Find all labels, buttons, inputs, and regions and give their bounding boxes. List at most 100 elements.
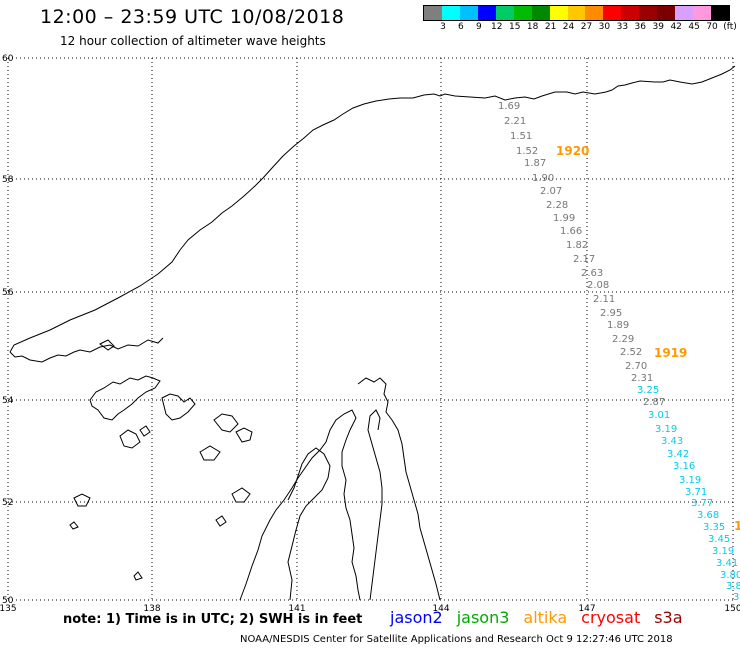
longitude-label: 144: [432, 604, 449, 614]
legend-swatch: [513, 6, 532, 20]
legend-label: 30: [598, 22, 611, 32]
legend-label: 33: [616, 22, 629, 32]
wave-height-value: 2.07: [540, 186, 562, 197]
page-subtitle: 12 hour collection of altimeter wave hei…: [60, 34, 326, 48]
island-cluster-1: [161, 393, 196, 421]
time-label: 1: [734, 519, 740, 533]
legend-label: 70: [706, 22, 718, 32]
wave-height-value: 1.82: [566, 240, 588, 251]
island-cluster-2: [119, 429, 141, 449]
latitude-label: 52: [2, 498, 13, 508]
wave-height-value: 3.42: [667, 449, 689, 460]
time-label: 1919: [654, 346, 687, 360]
legend-swatch: [567, 6, 586, 20]
wave-height-value: 3.19: [679, 475, 701, 486]
legend-label: 12: [491, 22, 503, 32]
legend-label: (ft): [723, 22, 737, 32]
legend-label: 21: [544, 22, 557, 32]
wave-height-value: 2.08: [587, 280, 609, 291]
legend-label: 36: [634, 22, 647, 32]
legend-swatch: [657, 6, 676, 20]
legend-swatch: [693, 6, 711, 20]
wave-height-value: 1.87: [524, 158, 546, 169]
legend-swatch: [711, 6, 729, 20]
mainland-south-coast: [239, 409, 361, 601]
legend-swatch: [495, 6, 514, 20]
legend-swatch: [477, 6, 496, 20]
wave-height-value: 2.31: [631, 373, 653, 384]
wave-height-value: 2.28: [546, 200, 568, 211]
legend-swatch: [424, 6, 442, 20]
island-small-d: [231, 487, 251, 503]
wave-height-value: 3.45: [708, 534, 730, 545]
satellite-label-s3a: s3a: [654, 608, 683, 627]
satellite-label-jason3: jason3: [456, 608, 510, 627]
legend-label: 18: [526, 22, 539, 32]
wave-height-value: 3.41: [716, 558, 738, 569]
legend-swatch: [531, 6, 550, 20]
wave-height-value: 2.11: [593, 294, 615, 305]
island-small-g: [139, 425, 151, 437]
longitude-label: 138: [143, 604, 160, 614]
small-islet-d: [69, 521, 79, 530]
legend-label: 39: [652, 22, 664, 32]
wave-height-value: 1.52: [516, 146, 538, 157]
island-small-e: [73, 493, 91, 507]
island-small-a: [213, 413, 239, 433]
wave-height-value: 3.19: [712, 546, 734, 557]
wave-height-value: 1.66: [560, 226, 582, 237]
wave-height-value: 2.95: [600, 308, 622, 319]
wave-height-value: 3.68: [697, 510, 719, 521]
time-label: 1920: [556, 144, 589, 158]
kamchatka-west: [367, 409, 383, 601]
wave-height-value: 3.19: [655, 424, 677, 435]
legend-label: 42: [670, 22, 682, 32]
island-small-b: [235, 427, 253, 443]
wave-height-value: 2.17: [573, 254, 595, 265]
legend-label: 27: [580, 22, 593, 32]
wave-height-value: 2.52: [620, 347, 642, 358]
longitude-label: 135: [0, 604, 17, 614]
color-scale-legend: [423, 5, 730, 21]
wave-height-value: 1.99: [553, 213, 575, 224]
latitude-label: 58: [2, 175, 14, 185]
small-islet-c: [133, 571, 143, 581]
wave-height-value: 1.90: [532, 173, 554, 184]
wave-height-value: 2.21: [504, 116, 526, 127]
island-small-f: [99, 339, 115, 351]
latitude-label: 50: [2, 596, 14, 606]
legend-label: 45: [688, 22, 700, 32]
wave-height-value: 2.29: [612, 334, 634, 345]
wave-height-value: 2.63: [581, 268, 603, 279]
wave-height-value: 2.87: [643, 397, 665, 408]
color-scale-labels: 3 6 9 12 15 18 21 24 27 30 33 36 39 42 45 70 (ft): [423, 22, 740, 34]
latitude-label: 56: [2, 288, 14, 298]
credit-line: NOAA/NESDIS Center for Satellite Applica…: [240, 634, 673, 645]
legend-swatch: [675, 6, 694, 20]
legend-swatch: [585, 6, 604, 20]
legend-label: 6: [458, 22, 464, 32]
satellite-label-altika: altika: [523, 608, 568, 627]
wave-height-value: 1.69: [498, 101, 520, 112]
peninsula-shore: [89, 375, 161, 421]
legend-swatch: [603, 6, 622, 20]
bay-inner-coast: [287, 447, 331, 601]
latitude-label: 60: [2, 54, 14, 64]
wave-height-value: 3.8: [726, 581, 740, 592]
wave-height-value: 3.35: [703, 522, 725, 533]
wave-height-value: 3.77: [691, 498, 713, 509]
altimeter-track-labels: 1.69 2.21 1.51 1.521.87 1.90 2.07 2.28 1.99 1.66…: [498, 101, 740, 603]
wave-height-value: 3.80: [720, 570, 740, 581]
peninsula-coast-west: [9, 337, 164, 363]
longitude-label: 141: [288, 604, 305, 614]
legend-label: 24: [562, 22, 575, 32]
wave-height-value: 3.01: [648, 410, 670, 421]
coastline: [9, 65, 736, 601]
footer-note: note: 1) Time is in UTC; 2) SWH is in fe…: [63, 612, 363, 627]
northern-coastline: [9, 65, 736, 353]
wave-height-value: 3.43: [661, 436, 683, 447]
longitude-label: 150: [724, 604, 740, 614]
